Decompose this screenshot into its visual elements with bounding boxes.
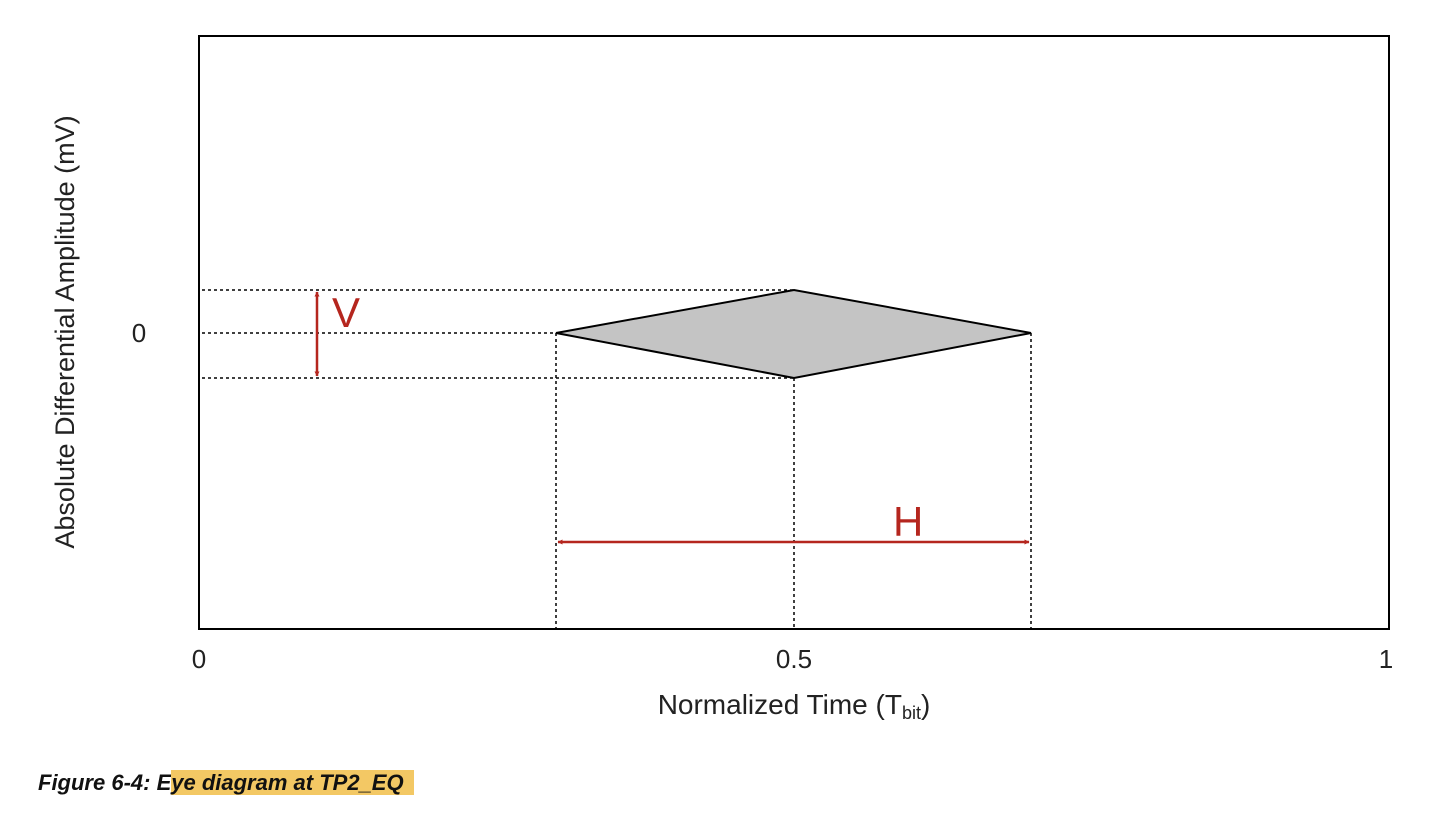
x-tick-0-5: 0.5 [776, 644, 812, 674]
figure-caption: Figure 6-4: Eye diagram at TP2_EQ [38, 764, 414, 802]
eye-mask-diamond [555, 288, 1032, 380]
x-tick-0: 0 [192, 644, 206, 674]
x-tick-1: 1 [1379, 644, 1393, 674]
h-label: H [893, 498, 923, 545]
y-tick-zero: 0 [132, 318, 146, 348]
x-axis-label-sub: bit [902, 703, 921, 723]
y-axis-label: Absolute Differential Amplitude (mV) [50, 115, 80, 548]
caption-highlight: ye diagram at TP2_EQ [171, 770, 414, 795]
caption-prefix: Figure 6-4: E [38, 770, 172, 795]
eye-diagram: V H Absolute Differential Amplitude (mV)… [50, 35, 1393, 723]
x-axis-label: Normalized Time (Tbit) [658, 689, 931, 723]
plot-frame [198, 35, 1390, 630]
x-axis-label-main: Normalized Time (T [658, 689, 902, 720]
v-label: V [332, 289, 360, 336]
x-axis-label-close: ) [921, 689, 930, 720]
